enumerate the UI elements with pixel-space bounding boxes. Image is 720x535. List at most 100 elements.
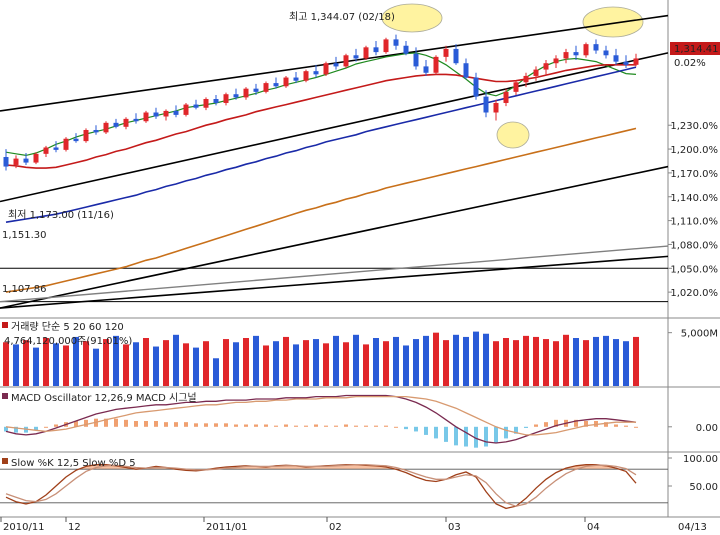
macd-oscillator-bar bbox=[224, 423, 228, 427]
macd-oscillator-bar bbox=[174, 422, 178, 427]
volume-bar bbox=[153, 346, 159, 386]
level-lower-label: 1,107.86 bbox=[2, 284, 47, 295]
candle-body bbox=[613, 55, 619, 62]
macd-oscillator-bar bbox=[344, 424, 348, 427]
volume-bar bbox=[373, 338, 379, 386]
candle-body bbox=[163, 110, 169, 117]
volume-bar bbox=[503, 338, 509, 386]
macd-oscillator-bar bbox=[104, 418, 108, 427]
volume-bar bbox=[483, 333, 489, 386]
highlight-ellipse bbox=[381, 3, 443, 33]
volume-bar bbox=[273, 341, 279, 386]
macd-oscillator-bar bbox=[524, 426, 528, 428]
volume-bar bbox=[603, 335, 609, 386]
macd-oscillator-bar bbox=[504, 426, 508, 439]
x-tick-label: 03 bbox=[448, 522, 461, 533]
volume-bar bbox=[103, 339, 109, 386]
volume-bar bbox=[563, 334, 569, 386]
macd-oscillator-bar bbox=[144, 421, 148, 427]
candle-body bbox=[173, 110, 179, 115]
x-tick-label: 04/13 bbox=[678, 522, 707, 533]
volume-bar bbox=[443, 340, 449, 386]
macd-oscillator-bar bbox=[374, 425, 378, 427]
candle-body bbox=[343, 55, 349, 67]
macd-oscillator-bar bbox=[194, 423, 198, 427]
volume-bar bbox=[343, 342, 349, 386]
macd-marker-icon bbox=[2, 393, 8, 399]
candle-body bbox=[313, 71, 319, 75]
stoch-marker-icon bbox=[2, 458, 8, 464]
last-change: 0.02% bbox=[674, 58, 706, 69]
candle-body bbox=[563, 52, 569, 59]
candle-body bbox=[593, 44, 599, 51]
x-tick-label: 12 bbox=[68, 522, 81, 533]
volume-bar bbox=[303, 340, 309, 386]
candle-body bbox=[43, 147, 49, 154]
y-tick-label: 1,080.0% bbox=[670, 240, 718, 251]
high-annotation: 최고 1,344.07 (02/18) bbox=[289, 11, 395, 23]
macd-oscillator-bar bbox=[464, 426, 468, 447]
macd-oscillator-bar bbox=[604, 422, 608, 427]
macd-oscillator-bar bbox=[234, 424, 238, 427]
volume-bar bbox=[203, 341, 209, 386]
volume-value: 4,764,120,000주(91.01%) bbox=[4, 336, 132, 347]
candle-body bbox=[453, 48, 459, 64]
volume-bar bbox=[93, 348, 99, 386]
macd-title: MACD Oscillator 12,26,9 MACD 시그널 bbox=[11, 392, 197, 404]
candle-body bbox=[533, 69, 539, 76]
volume-bar bbox=[163, 340, 169, 386]
macd-oscillator-bar bbox=[534, 424, 538, 427]
volume-bar bbox=[383, 341, 389, 386]
candle-body bbox=[13, 158, 19, 165]
volume-bar bbox=[353, 334, 359, 386]
macd-oscillator-bar bbox=[214, 423, 218, 427]
candle-body bbox=[513, 82, 519, 92]
candle-body bbox=[393, 39, 399, 46]
candle-body bbox=[373, 47, 379, 53]
macd-oscillator-bar bbox=[614, 424, 618, 427]
trend-line bbox=[0, 255, 669, 309]
macd-oscillator-bar bbox=[184, 422, 188, 427]
macd-oscillator-bar bbox=[584, 421, 588, 427]
candle-body bbox=[103, 122, 109, 133]
y-tick-label: 1,140.0% bbox=[670, 193, 718, 204]
macd-oscillator-bar bbox=[304, 425, 308, 427]
volume-bar bbox=[223, 339, 229, 386]
volume-bar bbox=[513, 340, 519, 386]
candle-body bbox=[33, 153, 39, 163]
slow-k-line bbox=[5, 464, 637, 510]
candle-body bbox=[83, 129, 89, 142]
y-tick-label: 100.00 bbox=[683, 454, 718, 465]
macd-oscillator-bar bbox=[324, 425, 328, 427]
volume-bar bbox=[33, 347, 39, 386]
highlight-ellipse bbox=[582, 6, 644, 38]
macd-oscillator-bar bbox=[154, 421, 158, 427]
macd-oscillator-bar bbox=[624, 425, 628, 427]
candle-body bbox=[523, 75, 529, 83]
volume-bar bbox=[183, 343, 189, 386]
low-annotation: 최저 1,173.00 (11/16) bbox=[8, 209, 114, 221]
candle-body bbox=[363, 47, 369, 59]
volume-bar bbox=[423, 335, 429, 386]
stoch-title: Slow %K 12,5 Slow %D 5 bbox=[11, 458, 136, 469]
volume-bar bbox=[143, 338, 149, 386]
macd-oscillator-bar bbox=[404, 426, 408, 430]
last-price: 1,314.41 bbox=[674, 44, 719, 55]
macd-oscillator-bar bbox=[164, 422, 168, 427]
macd-oscillator-bar bbox=[574, 419, 578, 427]
volume-bar bbox=[133, 342, 139, 386]
volume-bar bbox=[113, 335, 119, 386]
y-tick-label: 50.00 bbox=[689, 482, 718, 493]
volume-bar bbox=[293, 344, 299, 386]
macd-oscillator-bar bbox=[244, 424, 248, 427]
macd-oscillator-bar bbox=[114, 418, 118, 427]
y-tick-label: 1,110.0% bbox=[670, 217, 718, 228]
candle-body bbox=[293, 77, 299, 81]
volume-bar bbox=[493, 341, 499, 386]
macd-oscillator-bar bbox=[494, 426, 498, 444]
candle-body bbox=[433, 56, 439, 73]
macd-oscillator-bar bbox=[294, 425, 298, 427]
volume-bar bbox=[193, 347, 199, 386]
candle-body bbox=[473, 77, 479, 97]
volume-bar bbox=[253, 335, 259, 386]
